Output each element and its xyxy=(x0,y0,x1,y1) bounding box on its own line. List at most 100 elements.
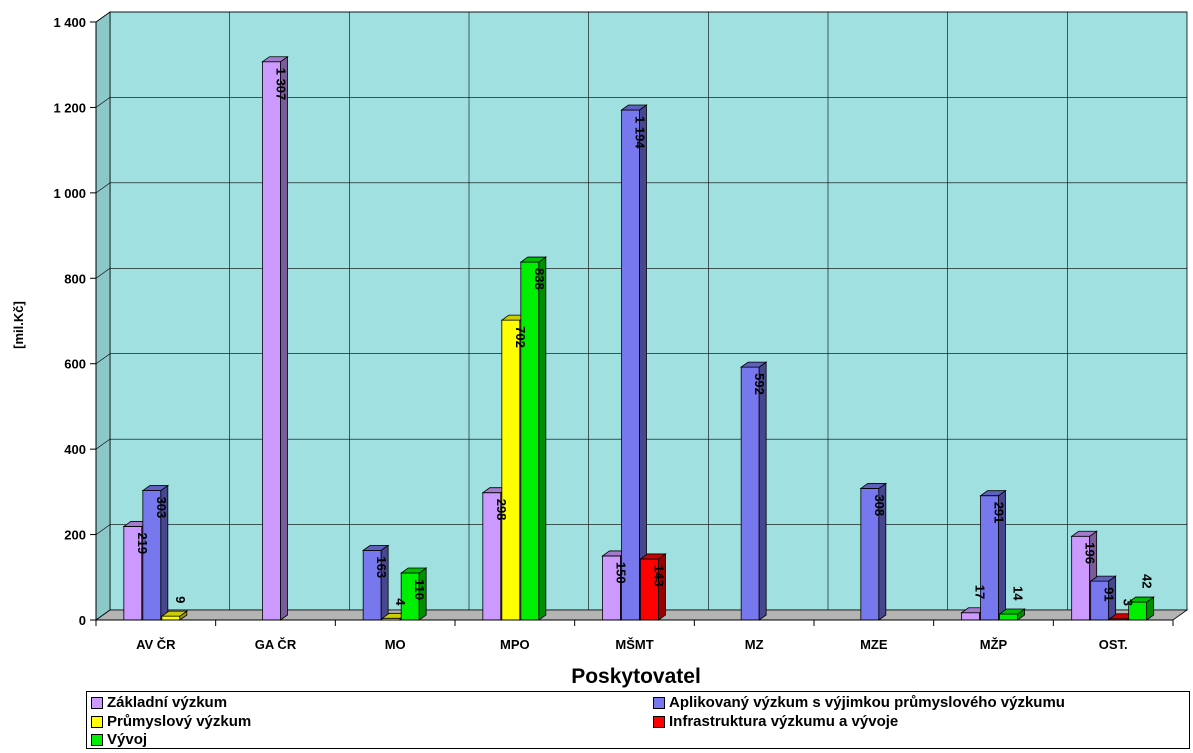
data-label: 298 xyxy=(494,499,509,521)
gridline-side xyxy=(95,438,111,450)
data-label: 9 xyxy=(173,596,188,603)
x-tick-label: GA ČR xyxy=(255,637,297,652)
gridlines xyxy=(95,11,1187,610)
y-tick-label: 800 xyxy=(64,271,86,286)
data-label: 838 xyxy=(532,268,547,290)
bar-side xyxy=(658,553,666,621)
tick-labels: AV ČR GA ČR MO MPO MŠMT MZ MZE MŽP OST. 0 200 400 60… xyxy=(53,15,1127,652)
bar-top xyxy=(519,256,548,263)
x-axis-title: Poskytovatel xyxy=(571,665,701,688)
data-label: 163 xyxy=(374,556,389,578)
data-label: 196 xyxy=(1083,542,1098,564)
legend-label: Základní výzkum xyxy=(107,694,228,711)
y-tick-label: 1 400 xyxy=(53,15,86,30)
bar-top xyxy=(620,104,648,111)
bar xyxy=(998,608,1026,621)
bar-side xyxy=(538,256,547,621)
bar-front xyxy=(621,109,640,621)
bar xyxy=(261,55,289,621)
gridline-side xyxy=(95,97,111,108)
data-label: 592 xyxy=(752,373,767,395)
data-label: 150 xyxy=(614,562,629,584)
data-label: 91 xyxy=(1102,587,1117,601)
gridline-side xyxy=(95,182,111,194)
x-tick-label: MZE xyxy=(860,637,888,652)
back-wall xyxy=(109,11,1188,611)
bar xyxy=(739,361,768,621)
legend-swatch xyxy=(653,696,665,709)
bar-side xyxy=(280,55,288,621)
bar-top xyxy=(261,56,289,63)
x-tick-label: MŽP xyxy=(980,637,1008,652)
bar-top xyxy=(998,608,1026,615)
bar-top xyxy=(979,490,1007,497)
x-tick-label: AV ČR xyxy=(136,637,176,652)
legend-swatch xyxy=(91,715,103,728)
bar xyxy=(519,256,548,621)
legend-swatch xyxy=(91,733,103,746)
bar-top xyxy=(160,610,189,617)
x-tick-label: MZ xyxy=(745,637,764,652)
bar-front xyxy=(999,613,1018,621)
bars xyxy=(122,55,1155,621)
data-label: 219 xyxy=(135,532,150,554)
gridline-side xyxy=(95,11,111,23)
bar-front xyxy=(161,615,181,621)
legend-label: Aplikovaný výzkum s výjimkou průmyslovéh… xyxy=(669,694,1065,711)
y-tick-label: 1 200 xyxy=(53,100,86,115)
data-label: 308 xyxy=(872,494,887,516)
bar-top xyxy=(1070,530,1098,537)
data-label: 143 xyxy=(652,565,667,587)
legend-item: Základní výzkum xyxy=(91,695,227,710)
legend-label: Vývoj xyxy=(107,731,148,748)
bar xyxy=(979,489,1007,621)
legend-item: Vývoj xyxy=(91,732,147,747)
data-label: 291 xyxy=(992,502,1007,524)
bar-front xyxy=(520,261,540,621)
legend-item: Infrastruktura výzkumu a vývoje xyxy=(653,714,898,729)
plot-walls xyxy=(95,11,1188,621)
data-label: 17 xyxy=(973,585,988,599)
bar-top xyxy=(361,544,390,551)
bar-top xyxy=(739,361,768,368)
data-label: 14 xyxy=(1011,586,1026,601)
legend-swatch xyxy=(653,715,665,728)
data-label: 1 307 xyxy=(274,68,289,101)
bar-front xyxy=(262,61,281,621)
data-label: 3 xyxy=(1121,599,1136,606)
x-tick-label: MŠMT xyxy=(615,637,653,652)
bar xyxy=(620,104,648,621)
bar-front xyxy=(740,366,760,621)
bar xyxy=(399,567,428,621)
bar xyxy=(639,553,667,621)
y-tick-label: 1 000 xyxy=(53,186,86,201)
gridline-side xyxy=(95,524,111,535)
bar xyxy=(160,610,189,621)
x-tick-label: MO xyxy=(385,637,406,652)
side-wall xyxy=(95,11,111,621)
legend-item: Aplikovaný výzkum s výjimkou průmyslovéh… xyxy=(653,695,1065,710)
legend: Základní výzkum Aplikovaný výzkum s výjim… xyxy=(86,691,1190,749)
data-label: 702 xyxy=(513,326,528,348)
bar-side xyxy=(639,104,647,621)
bar-top xyxy=(1127,596,1155,603)
bar-side xyxy=(758,361,767,621)
bar-front xyxy=(501,319,521,621)
bar-top xyxy=(1089,575,1117,582)
gridline-side xyxy=(95,353,111,364)
axes xyxy=(90,21,1174,626)
bar-top xyxy=(639,553,667,560)
legend-label: Infrastruktura výzkumu a vývoje xyxy=(669,713,899,730)
y-tick-label: 0 xyxy=(79,613,86,628)
y-tick-label: 400 xyxy=(64,442,86,457)
data-label: 42 xyxy=(1140,574,1155,588)
bar-front xyxy=(961,612,980,621)
data-label: 1 194 xyxy=(633,116,648,149)
legend-swatch xyxy=(91,696,103,709)
legend-item: Průmyslový výzkum xyxy=(91,714,251,729)
data-label: 110 xyxy=(412,579,427,600)
y-tick-label: 200 xyxy=(64,528,86,543)
bar-chart: AV ČR GA ČR MO MPO MŠMT MZ MZE MŽP OST. 0 200 400 60… xyxy=(11,11,1189,688)
bar-top xyxy=(859,483,888,489)
